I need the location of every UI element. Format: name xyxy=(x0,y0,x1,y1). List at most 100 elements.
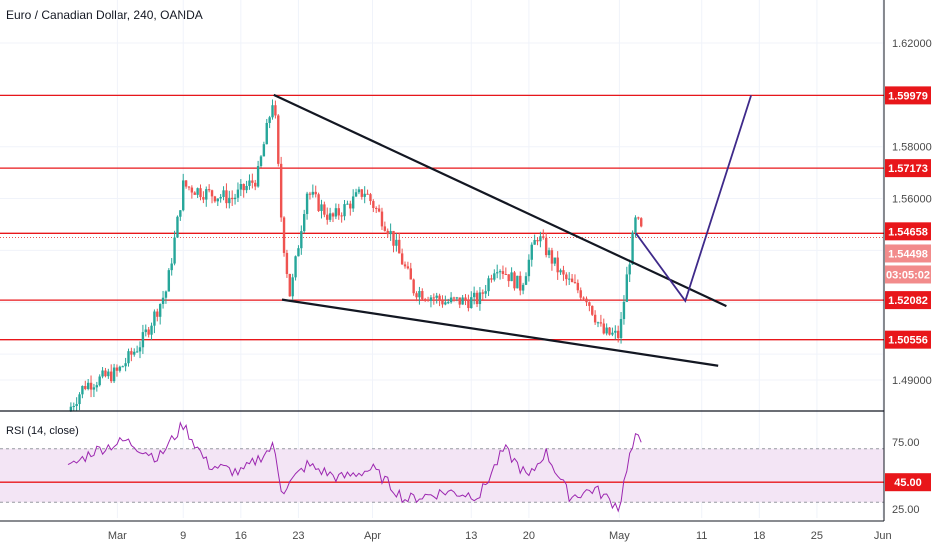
candle-body-11 xyxy=(101,370,104,377)
x-tick-9: 18 xyxy=(753,530,765,542)
level-badge-3-bg xyxy=(885,291,931,310)
candle-body-184 xyxy=(599,322,603,324)
candle-body-81 xyxy=(303,214,306,232)
candle-body-198 xyxy=(640,218,643,227)
candle-body-147 xyxy=(493,273,496,280)
candle-body-19 xyxy=(124,363,127,367)
candle-body-118 xyxy=(409,268,412,280)
candle-body-63 xyxy=(251,180,254,183)
candle-body-157 xyxy=(521,284,525,291)
candle-body-34 xyxy=(167,270,171,292)
candle-body-151 xyxy=(504,274,508,276)
candle-body-144 xyxy=(484,291,487,294)
candle-body-80 xyxy=(300,231,303,249)
candle-body-10 xyxy=(98,376,101,386)
candle-body-120 xyxy=(415,293,418,298)
candle-body-0 xyxy=(69,406,73,412)
candle-body-6 xyxy=(86,382,90,389)
current-price-badge-bg xyxy=(885,244,931,263)
candle-body-53 xyxy=(222,190,225,197)
candle-body-135 xyxy=(458,297,461,305)
x-tick-7: May xyxy=(609,530,630,542)
candle-body-92 xyxy=(334,208,338,217)
candle-body-169 xyxy=(556,257,559,273)
y-tick-0: 1.62000 xyxy=(892,38,932,50)
candle-body-136 xyxy=(461,297,464,305)
trendline-lower[interactable] xyxy=(281,298,719,367)
candle-body-91 xyxy=(331,213,335,217)
y-tick-1: 1.58000 xyxy=(892,142,932,154)
x-tick-2: 16 xyxy=(235,530,247,542)
candle-body-31 xyxy=(158,304,162,317)
x-tick-8: 11 xyxy=(696,530,707,542)
candle-body-109 xyxy=(383,226,387,231)
candle-body-139 xyxy=(470,297,473,309)
candle-body-59 xyxy=(239,184,243,190)
candle-body-76 xyxy=(288,273,291,297)
candle-body-90 xyxy=(328,213,332,220)
countdown-badge-text: 03:05:02 xyxy=(886,269,930,281)
trendline-upper[interactable] xyxy=(273,93,727,308)
projection-path[interactable] xyxy=(635,95,752,303)
candle-body-132 xyxy=(449,297,453,303)
candle-body-56 xyxy=(230,197,234,200)
candle-body-22 xyxy=(133,351,136,355)
x-tick-5: 13 xyxy=(465,530,477,542)
candle-body-102 xyxy=(363,193,366,197)
candle-body-119 xyxy=(412,279,415,294)
candle-body-1 xyxy=(72,406,75,408)
candle-body-85 xyxy=(314,191,317,195)
candle-body-191 xyxy=(619,319,623,338)
candle-body-162 xyxy=(536,240,539,242)
candle-body-42 xyxy=(190,187,194,193)
candle-body-158 xyxy=(524,276,528,285)
rsi-title: RSI (14, close) xyxy=(6,425,79,437)
price-candles xyxy=(69,99,643,413)
candle-body-40 xyxy=(184,180,188,187)
x-tick-10: 25 xyxy=(811,530,823,542)
candle-body-188 xyxy=(611,332,614,335)
x-tick-1: 9 xyxy=(180,530,186,542)
candle-body-156 xyxy=(519,275,522,291)
candle-body-195 xyxy=(631,232,634,265)
y-tick-3: 1.49000 xyxy=(892,375,932,387)
candle-body-104 xyxy=(369,194,372,202)
candle-body-41 xyxy=(187,186,191,188)
candle-body-54 xyxy=(225,190,228,204)
y-tick-2: 1.56000 xyxy=(892,194,932,206)
trendlines xyxy=(273,93,752,367)
candle-body-71 xyxy=(274,105,277,116)
candle-body-12 xyxy=(104,370,107,377)
x-tick-0: Mar xyxy=(108,530,127,542)
candle-body-168 xyxy=(553,257,557,264)
candle-body-29 xyxy=(153,311,156,326)
candle-body-108 xyxy=(380,211,384,227)
candle-body-179 xyxy=(585,298,588,303)
candle-body-39 xyxy=(182,180,185,211)
candle-body-122 xyxy=(421,291,424,300)
grid xyxy=(0,0,884,518)
candle-body-33 xyxy=(164,291,168,298)
candle-body-55 xyxy=(228,197,231,204)
candle-body-190 xyxy=(616,330,620,338)
candle-body-115 xyxy=(400,253,404,265)
level-badge-2-text: 1.54658 xyxy=(888,226,928,238)
candle-body-83 xyxy=(308,193,312,195)
candle-body-74 xyxy=(282,217,286,253)
candle-body-69 xyxy=(268,117,271,123)
level-badge-3-text: 1.52082 xyxy=(888,295,928,307)
candle-body-79 xyxy=(297,248,300,257)
candle-body-49 xyxy=(210,190,214,197)
candle-body-47 xyxy=(205,189,208,200)
candle-body-142 xyxy=(478,292,482,305)
candle-body-62 xyxy=(248,180,251,186)
candle-body-5 xyxy=(84,385,87,389)
candle-body-101 xyxy=(360,189,364,197)
candle-body-24 xyxy=(138,347,142,352)
candle-body-45 xyxy=(199,188,202,198)
candle-body-43 xyxy=(193,192,196,195)
candle-body-192 xyxy=(622,301,626,320)
candle-body-70 xyxy=(271,105,274,118)
